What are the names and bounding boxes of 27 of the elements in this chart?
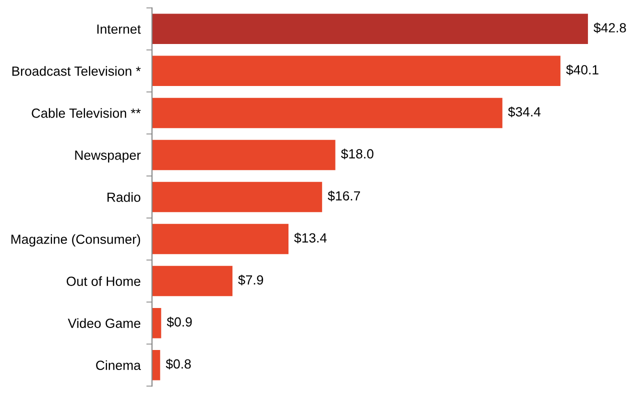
y-tick-label: Newspaper <box>75 150 141 162</box>
y-tick-label: Internet <box>97 24 141 34</box>
bar <box>152 56 560 86</box>
y-tick-label: Cinema <box>96 360 141 370</box>
bar <box>152 224 288 254</box>
bar <box>152 308 162 338</box>
bar <box>152 350 160 380</box>
y-tick-label: Out of Home <box>66 276 140 286</box>
data-label: $16.7 <box>328 190 360 202</box>
y-tick-label: Video Game <box>68 318 140 328</box>
data-label: $13.4 <box>294 232 327 244</box>
y-tick-label: Broadcast Television * <box>12 66 141 76</box>
bar <box>152 98 502 128</box>
data-label: $7.9 <box>238 274 264 286</box>
data-label: $18.0 <box>341 148 374 160</box>
bar <box>152 140 336 170</box>
data-label: $34.4 <box>508 106 541 118</box>
bar <box>152 14 588 44</box>
bar <box>152 182 322 212</box>
y-tick-label: Magazine (Consumer) <box>11 234 140 247</box>
data-label: $42.8 <box>594 22 626 34</box>
data-label: $40.1 <box>566 64 598 76</box>
data-label: $0.8 <box>166 358 191 370</box>
data-label: $0.9 <box>166 316 192 328</box>
y-tick-label: Cable Television ** <box>32 108 141 118</box>
bar <box>152 266 232 296</box>
y-tick-label: Radio <box>108 192 140 202</box>
